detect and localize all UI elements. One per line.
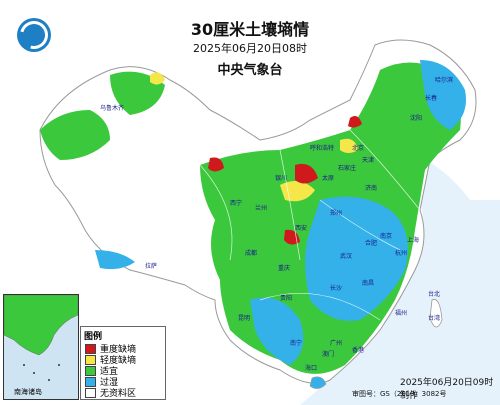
legend-item: 无资料区 (81, 387, 165, 399)
label-lhasa: 拉萨 (145, 262, 157, 270)
region-severe-drought-1 (295, 163, 318, 184)
region-wet-northwest (95, 250, 135, 270)
label-hongkong: 香港 (352, 346, 364, 354)
legend-label: 适宜 (100, 367, 119, 377)
legend-label: 无资料区 (100, 389, 137, 399)
label-urumqi: 乌鲁木齐 (100, 104, 124, 112)
region-suitable-west (40, 110, 110, 160)
legend-label: 重度缺墒 (100, 345, 137, 355)
label-harbin: 哈尔滨 (435, 76, 453, 84)
region-wet-east (305, 196, 408, 321)
label-nanning: 南宁 (290, 339, 302, 347)
map-issuer: 中央气象台 (217, 63, 283, 78)
label-beijing: 北京 (352, 144, 364, 152)
legend-item: 重度缺墒 (81, 343, 165, 355)
legend: 图例 重度缺墒 轻度缺墒 适宜 过湿 无资料区 (80, 326, 166, 400)
legend-swatch (85, 365, 96, 376)
label-zhengzhou: 郑州 (330, 209, 342, 217)
label-tianjin: 天津 (362, 157, 374, 164)
label-kunming: 昆明 (238, 315, 250, 322)
map-title: 30厘米土壤墒情 (190, 20, 310, 39)
label-hangzhou: 杭州 (395, 249, 407, 257)
label-changsha: 长沙 (330, 284, 342, 292)
province-boundaries (199, 129, 421, 321)
region-severe-drought-2 (208, 157, 224, 172)
label-chengdu: 成都 (245, 249, 257, 257)
label-fuzhou: 福州 (395, 309, 407, 317)
region-severe-drought-4 (348, 116, 362, 128)
legend-swatch (85, 354, 96, 365)
label-macao: 澳门 (322, 350, 334, 358)
legend-item: 适宜 (81, 365, 165, 377)
label-taiyuan: 太原 (322, 174, 334, 182)
south-china-sea-inset: 南海诸岛 (3, 294, 79, 400)
issued-time: 2025年06月20日09时 制作 (400, 378, 494, 401)
label-changchun: 长春 (425, 94, 437, 102)
label-chongqing: 重庆 (278, 264, 290, 272)
label-guangzhou: 广州 (330, 339, 342, 347)
cma-logo (14, 15, 54, 55)
inset-map (3, 294, 79, 381)
label-nanchang: 南昌 (362, 279, 374, 287)
label-taiwan: 台湾 (428, 314, 440, 322)
hainan-island (309, 376, 327, 389)
map-timestamp: 2025年06月20日08时 (193, 42, 307, 55)
region-mild-drought-2 (150, 72, 165, 85)
label-hefei: 合肥 (365, 239, 377, 247)
label-jinan: 济南 (365, 184, 377, 192)
region-mild-drought-3 (340, 138, 358, 153)
legend-swatch (85, 387, 96, 398)
label-lanzhou: 兰州 (255, 204, 267, 212)
label-shijiazhuang: 石家庄 (338, 164, 356, 172)
label-shenyang: 沈阳 (410, 114, 422, 122)
label-xining: 西宁 (230, 199, 242, 207)
legend-item: 轻度缺墒 (81, 354, 165, 366)
label-guiyang: 贵阳 (280, 294, 292, 302)
label-xian: 西安 (295, 224, 307, 232)
sea-area (300, 150, 500, 405)
region-wet-northeast (420, 60, 466, 130)
region-wet-south (250, 297, 304, 365)
legend-title: 图例 (84, 332, 103, 342)
label-shanghai: 上海 (407, 236, 419, 244)
label-wuhan: 武汉 (340, 252, 352, 260)
legend-swatch (85, 343, 96, 354)
label-hohhot: 呼和浩特 (310, 144, 334, 152)
legend-swatch (85, 376, 96, 387)
inset-label: 南海诸岛 (14, 388, 42, 396)
approval-number: 审图号：GS（2019）3082号 (352, 390, 447, 398)
label-yinchuan: 银川 (275, 174, 287, 182)
legend-label: 轻度缺墒 (100, 356, 137, 366)
label-nanjing: 南京 (380, 232, 392, 240)
legend-item: 过湿 (81, 376, 165, 388)
legend-label: 过湿 (100, 378, 119, 388)
taiwan-island (429, 299, 443, 328)
label-taipei: 台北 (428, 290, 440, 298)
region-severe-drought-3 (284, 229, 300, 245)
label-haikou: 海口 (305, 364, 317, 372)
